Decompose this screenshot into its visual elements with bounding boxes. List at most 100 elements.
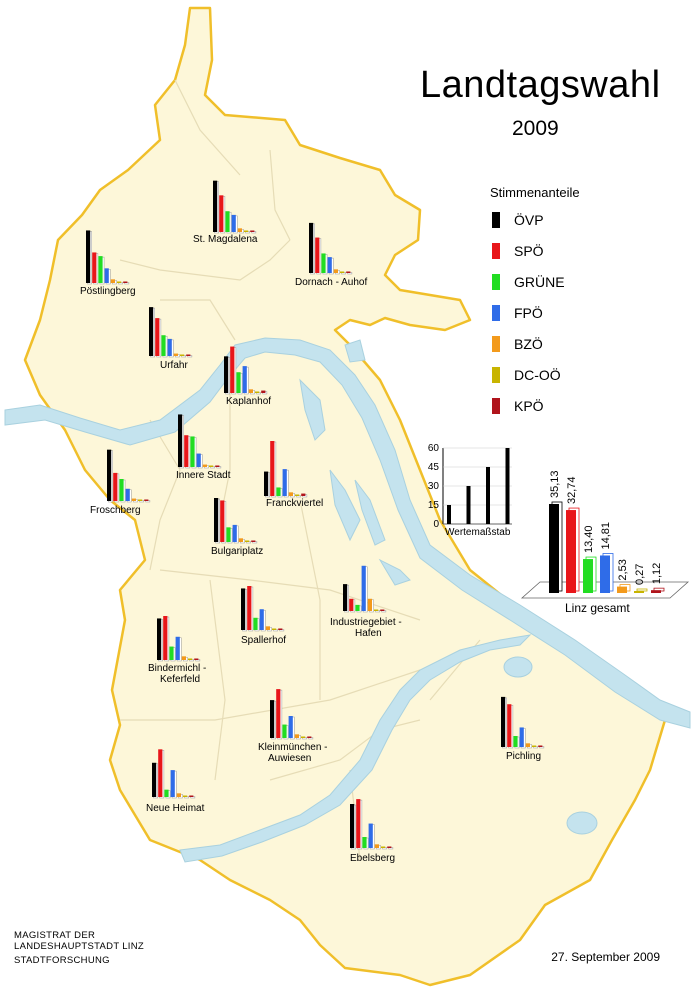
district-bar [167,338,172,356]
district-label-bindermichl: Bindermichl - [148,663,207,674]
district-label-franckviertel: Franckviertel [266,498,324,509]
harbour-basins [299,339,598,835]
legend-item: BZÖ [492,336,543,352]
total-bar [651,590,661,593]
district-bar [272,628,277,630]
district-bar [270,441,275,496]
scale-bar [486,467,490,524]
district-bar [368,823,373,848]
map-title: Landtagswahl [420,64,661,106]
district-bar [251,540,256,542]
district-bar [362,837,367,848]
total-value-label: 1,12 [651,563,663,584]
legend-title: Stimmenanteile [490,185,580,200]
district-bar [98,256,103,283]
legend-swatch [492,305,500,321]
district-bar [315,237,320,273]
district-bar [224,356,229,393]
legend-label: FPÖ [514,305,543,321]
district-bar [259,609,264,630]
district-bar [321,253,326,273]
legend-swatch [492,274,500,290]
total-bar [549,504,559,593]
district-label-neue-heimat: Neue Heimat [146,803,205,814]
total-value-label: 0,27 [634,564,646,585]
district-bar [119,479,124,501]
footer-line-2: LANDESHAUPTSTADT LINZ [14,941,144,952]
legend-item: KPÖ [492,398,544,414]
district-bar [276,487,281,496]
district-bar [117,281,122,283]
scale-label: Wertemaßstab [445,527,511,538]
district-bar [244,230,249,232]
district-bar [178,414,183,467]
legend-label: BZÖ [514,336,543,352]
district-bar [507,704,512,747]
district-bar [196,453,201,467]
district-bar [264,471,269,496]
district-bar [152,762,157,797]
map-year: 2009 [512,117,559,140]
legend-item: GRÜNE [492,274,565,290]
district-label-ebelsberg: Ebelsberg [350,853,396,864]
district-bar [242,366,247,393]
district-bar [532,745,537,747]
scale-tick-label: 45 [428,462,440,473]
district-bar [307,736,312,738]
district-bar [209,465,214,467]
district-bar [125,488,130,501]
district-bar [247,586,252,630]
legend-label: ÖVP [514,212,544,228]
district-bar [225,211,230,232]
district-bar [110,279,115,283]
district-bar [157,618,162,660]
district-bar [519,727,524,747]
district-label-auwiesen: Auwiesen [268,753,312,764]
scale-tick-label: 0 [433,519,439,530]
district-bar [276,689,281,738]
district-bar [356,799,361,848]
district-bar [387,846,392,848]
district-bar [248,389,253,393]
district-bar [86,230,91,283]
district-bar [238,538,243,542]
district-bar [161,335,166,356]
total-bar [566,510,576,593]
district-label-poestlingberg: Pöstlingberg [80,286,136,297]
district-bar [144,499,149,501]
district-bar [333,269,338,273]
legend-swatch [492,212,500,228]
district-label-urfahr: Urfahr [160,360,188,371]
district-bar [189,795,194,797]
footer-date: 27. September 2009 [551,950,660,964]
district-bar [282,469,287,496]
district-bar [169,646,174,660]
scale-chart: 0 15 30 45 60 [428,443,512,530]
total-value-label: 35,13 [549,470,561,498]
district-bar [184,435,189,467]
district-bar [158,749,163,797]
footer-line-1: MAGISTRAT DER [14,930,96,941]
district-bar [270,700,275,738]
scale-bar [466,486,471,524]
district-bar [253,617,258,630]
total-label: Linz gesamt [565,601,630,615]
district-bar [340,271,345,273]
district-bar [301,736,306,738]
district-bar [295,494,300,496]
total-value-label: 32,74 [566,477,578,505]
district-bar [186,354,191,356]
district-bar [245,540,250,542]
district-bar [183,795,188,797]
district-bar [261,390,266,393]
district-bar [220,500,225,542]
district-label-innere-stadt: Innere Stadt [176,470,231,481]
district-label-kaplanhof: Kaplanhof [226,396,272,407]
district-bar [219,195,224,232]
district-bar [525,743,530,747]
district-bar [349,598,354,611]
district-bar [294,734,299,738]
district-bar [361,565,366,611]
district-bar [255,391,260,393]
